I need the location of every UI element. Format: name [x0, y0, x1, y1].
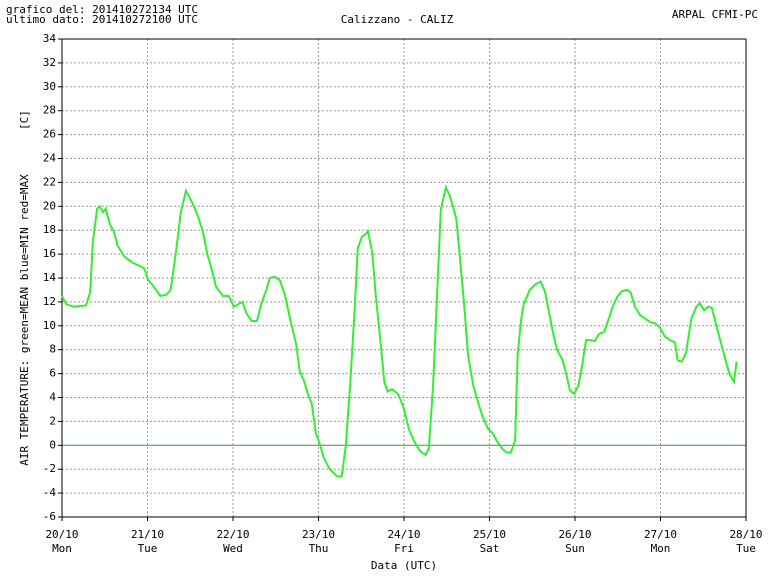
plot-frame	[61, 38, 747, 518]
y-tick-label: 12	[43, 295, 56, 308]
y-tick-label: 2	[49, 414, 56, 427]
y-tick-label: 16	[43, 247, 56, 260]
last-data-time: ultimo dato: 201410272100 UTC	[6, 13, 198, 26]
y-tick-label: 8	[49, 343, 56, 356]
x-tick-label: 28/10	[729, 528, 762, 541]
y-tick-label: 20	[43, 199, 56, 212]
x-tick-label: 24/10	[387, 528, 420, 541]
source: ARPAL CFMI-PC	[672, 8, 758, 21]
chart-title: Calizzano - CALIZ	[341, 13, 454, 26]
y-tick-label: 14	[43, 271, 57, 284]
y-tick-label: 30	[43, 80, 56, 93]
y-tick-label: 0	[49, 438, 56, 451]
plotted-time: grafico del: 201410272134 UTC	[6, 3, 198, 16]
y-tick-label: 34	[43, 32, 57, 45]
y-axis-title: AIR TEMPERATURE: green=MEAN blue=MIN red…	[18, 174, 31, 466]
x-tick-label: 27/10	[644, 528, 677, 541]
x-tick-label: 25/10	[473, 528, 506, 541]
x-tick-weekday: Thu	[309, 542, 329, 555]
y-tick-label: -4	[43, 486, 57, 499]
x-tick-weekday: Tue	[138, 542, 158, 555]
x-tick-weekday: Sat	[480, 542, 500, 555]
x-tick-weekday: Sun	[565, 542, 585, 555]
x-tick-label: 26/10	[558, 528, 591, 541]
x-tick-weekday: Wed	[223, 542, 243, 555]
x-tick-label: 22/10	[216, 528, 249, 541]
temperature-line	[61, 184, 738, 478]
x-tick-weekday: Mon	[651, 542, 671, 555]
y-tick-label: -6	[43, 510, 56, 523]
x-tick-label: 20/10	[45, 528, 78, 541]
x-tick-label: 23/10	[302, 528, 335, 541]
y-tick-label: 32	[43, 56, 56, 69]
y-tick-label: 22	[43, 175, 56, 188]
y-tick-label: 4	[49, 391, 56, 404]
y-tick-label: 18	[43, 223, 56, 236]
x-axis-title: Data (UTC)	[371, 559, 437, 572]
y-unit: [C]	[18, 110, 31, 130]
y-tick-label: 28	[43, 104, 56, 117]
x-tick-weekday: Tue	[736, 542, 756, 555]
y-tick-label: 10	[43, 319, 56, 332]
x-tick-label: 21/10	[131, 528, 164, 541]
y-tick-label: 24	[43, 152, 57, 165]
y-tick-label: -2	[43, 462, 56, 475]
y-tick-label: 26	[43, 128, 56, 141]
x-tick-weekday: Mon	[52, 542, 72, 555]
y-tick-label: 6	[49, 367, 56, 380]
x-tick-weekday: Fri	[394, 542, 414, 555]
